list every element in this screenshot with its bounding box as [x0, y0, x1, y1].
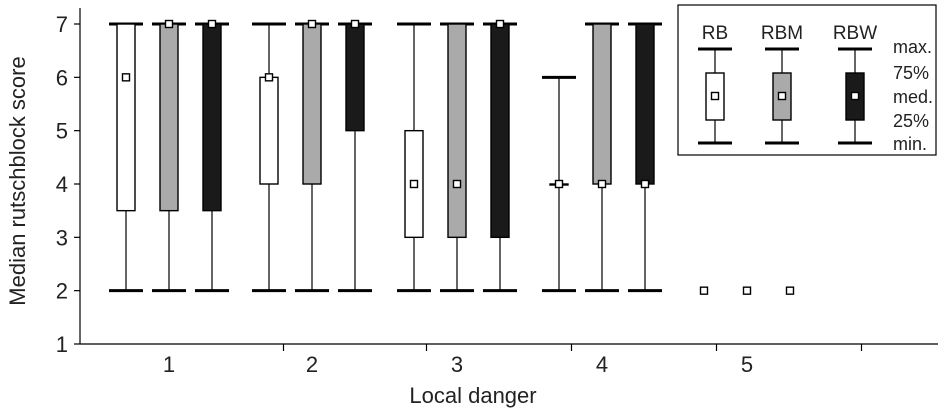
x-tick-label: 2: [306, 352, 318, 377]
y-tick-label: 1: [56, 332, 68, 357]
y-tick-label: 7: [56, 12, 68, 37]
series-rbw: [195, 19, 795, 295]
iqr-box: [635, 23, 655, 185]
x-tick-label: 4: [596, 352, 608, 377]
median-marker: [640, 179, 650, 189]
iqr-box: [447, 23, 467, 239]
legend-sample: [838, 47, 872, 145]
median-marker: [452, 179, 462, 189]
y-tick-label: 5: [56, 119, 68, 144]
x-tick-label: 5: [741, 352, 753, 377]
median-marker: [554, 179, 564, 189]
box: [195, 19, 229, 293]
legend: RB RBM RBW max. 75% med. 25% min.: [677, 4, 937, 156]
box: [785, 286, 795, 295]
box: [152, 19, 186, 293]
x-tick-label: 1: [163, 352, 175, 377]
box: [440, 22, 474, 293]
iqr-box: [259, 76, 279, 185]
iqr-box: [116, 23, 136, 212]
median-marker: [710, 91, 720, 101]
iqr-box: [159, 23, 179, 212]
legend-series-label: RBW: [833, 23, 877, 44]
box-series: [109, 19, 795, 295]
series-rb: [109, 22, 709, 295]
legend-series-label: RB: [702, 23, 728, 44]
box: [628, 22, 662, 293]
median-marker: [121, 73, 131, 82]
median-marker: [850, 91, 860, 101]
legend-sample: [765, 47, 799, 145]
iqr-box: [490, 23, 510, 239]
median-marker: [742, 286, 752, 295]
y-tick-label: 2: [56, 279, 68, 304]
box: [585, 22, 619, 293]
iqr-box: [302, 23, 322, 185]
box: [109, 22, 143, 293]
box: [295, 19, 329, 293]
box: [252, 22, 286, 293]
legend-stat-label: med.: [893, 87, 933, 107]
x-axis-label: Local danger: [409, 383, 536, 408]
x-tick-label: 3: [451, 352, 463, 377]
box: [397, 22, 431, 293]
box: [742, 286, 752, 295]
median-marker: [495, 19, 505, 29]
legend-stat-label: min.: [893, 134, 927, 154]
median-marker: [777, 91, 787, 101]
iqr-box: [592, 23, 612, 185]
box: [483, 19, 517, 293]
legend-stat-label: max.: [893, 37, 932, 57]
median-marker: [699, 286, 709, 295]
median-marker: [207, 19, 217, 29]
y-tick-label: 6: [56, 65, 68, 90]
median-marker: [264, 73, 274, 82]
median-marker: [307, 19, 317, 29]
box: [542, 75, 576, 293]
median-marker: [164, 19, 174, 29]
axes: 1 2 3 4 5 6 7 1 2 3 4 5: [56, 8, 938, 377]
y-tick-label: 4: [56, 172, 68, 197]
median-marker: [350, 19, 360, 29]
iqr-box: [345, 23, 365, 132]
iqr-box: [202, 23, 222, 212]
legend-stat-label: 75%: [893, 63, 929, 83]
y-axis-label: Median rutschblock score: [5, 56, 30, 305]
box: [699, 286, 709, 295]
y-tick-label: 3: [56, 225, 68, 250]
median-marker: [785, 286, 795, 295]
legend-stat-label: 25%: [893, 111, 929, 131]
median-marker: [409, 179, 419, 189]
legend-series-label: RBM: [761, 23, 803, 44]
box: [338, 19, 372, 293]
median-marker: [597, 179, 607, 189]
series-rbm: [152, 19, 752, 295]
legend-sample: [698, 47, 732, 145]
